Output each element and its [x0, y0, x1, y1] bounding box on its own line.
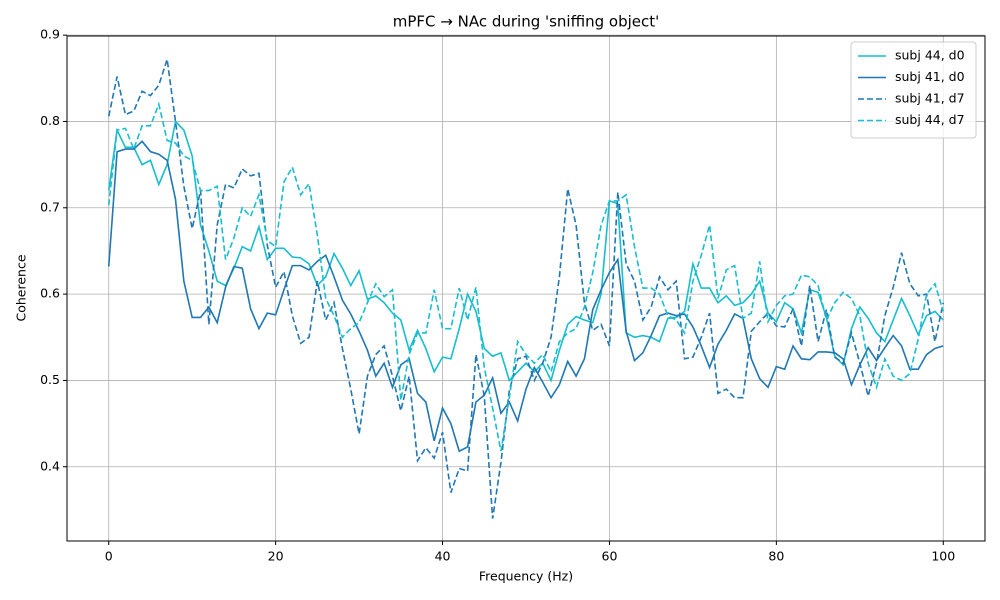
legend-label: subj 41, d0: [895, 69, 965, 84]
legend-label: subj 44, d0: [895, 48, 965, 63]
legend-label: subj 41, d7: [895, 91, 965, 106]
x-tick-label: 40: [435, 549, 451, 564]
series-line: [107, 119, 944, 383]
y-tick-label: 0.5: [40, 372, 60, 387]
x-tick-label: 20: [268, 549, 284, 564]
y-axis-label: Coherence: [14, 254, 29, 321]
legend-box: [850, 41, 977, 139]
x-tick-label: 100: [931, 549, 955, 564]
y-tick-label: 0.8: [40, 113, 60, 128]
x-tick-label: 0: [105, 549, 113, 564]
y-tick-label: 0.6: [40, 286, 60, 301]
y-tick-label: 0.9: [40, 27, 60, 42]
chart-title: mPFC → NAc during 'sniffing object': [393, 13, 660, 31]
x-tick-label: 60: [602, 549, 618, 564]
plot-frame: [66, 35, 986, 542]
y-tick-label: 0.7: [40, 199, 60, 214]
x-tick-label: 80: [768, 549, 784, 564]
x-axis-label: Frequency (Hz): [479, 569, 573, 584]
series-line: [107, 101, 945, 452]
legend-label: subj 44, d7: [895, 112, 965, 127]
series-line: [107, 140, 944, 453]
series-line: [107, 59, 945, 519]
y-tick-label: 0.4: [40, 458, 60, 473]
